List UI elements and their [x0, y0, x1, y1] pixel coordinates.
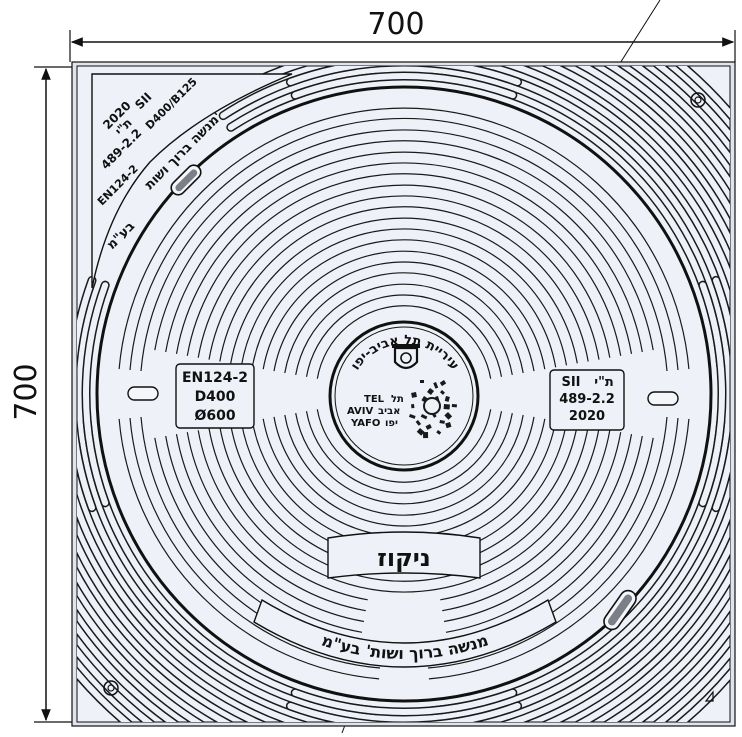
standard-left-line-3: Ø600 — [194, 408, 235, 424]
plaque-text: ניקוז — [377, 544, 430, 572]
width-dimension: 700 — [70, 7, 735, 62]
height-label: 700 — [9, 363, 44, 420]
logo-dot — [423, 432, 428, 438]
standard-left-line-2: D400 — [195, 389, 236, 405]
logo-dot — [452, 404, 457, 407]
standard-plate-right: SII ת"י 489-2.2 2020 — [550, 370, 624, 430]
center-medallion: עיריית תל אביב-יפו TEL תל AVIV אביב YAFO… — [330, 322, 478, 470]
side-slot-right — [648, 392, 678, 405]
standard-right-ti: ת"י — [594, 375, 613, 390]
logo-text-tel-en: TEL — [364, 394, 385, 405]
standard-plate-left: EN124-2 D400 Ø600 — [176, 364, 254, 428]
width-label: 700 — [367, 7, 424, 42]
logo-text-yafo-en: YAFO — [350, 418, 380, 429]
logo-hub — [424, 398, 440, 414]
logo-dot — [420, 380, 424, 383]
logo-text-aviv-en: AVIV — [347, 406, 374, 417]
logo-text-yafo-he: יפו — [385, 418, 398, 429]
logo-dot — [411, 404, 414, 408]
standard-left-line-1: EN124-2 — [182, 370, 248, 386]
height-dimension: 700 — [9, 67, 72, 722]
logo-text-aviv-he: אביב — [378, 406, 400, 417]
standard-right-number: 489-2.2 — [559, 392, 615, 407]
logo-dot — [444, 404, 450, 410]
logo-dot — [411, 392, 417, 398]
side-slot-left — [128, 387, 158, 400]
standard-right-year: 2020 — [569, 409, 605, 424]
drainage-plaque: ניקוז — [328, 532, 480, 578]
logo-text-tel-he: תל — [391, 394, 404, 405]
standard-right-sii: SII — [561, 375, 580, 390]
